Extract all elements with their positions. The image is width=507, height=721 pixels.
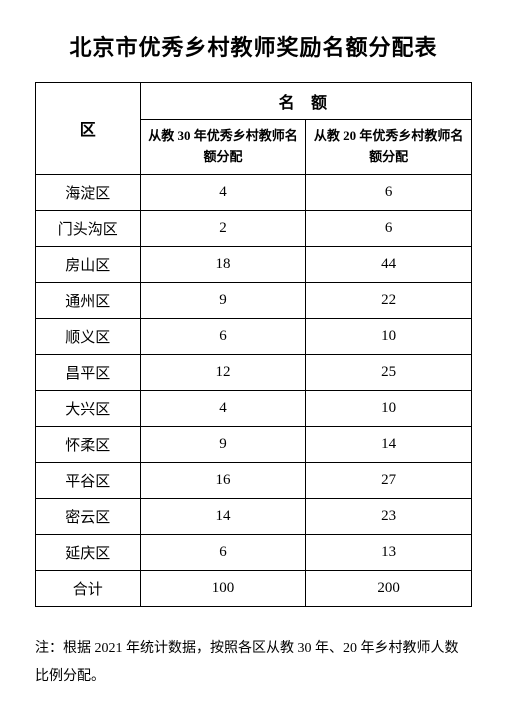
cell-20yr: 23 [306, 498, 472, 534]
cell-20yr: 10 [306, 390, 472, 426]
table-row: 密云区1423 [36, 498, 472, 534]
table-row: 通州区922 [36, 282, 472, 318]
cell-20yr: 44 [306, 246, 472, 282]
cell-district: 昌平区 [36, 354, 141, 390]
cell-30yr: 100 [140, 570, 306, 606]
cell-20yr: 27 [306, 462, 472, 498]
cell-30yr: 12 [140, 354, 306, 390]
cell-30yr: 6 [140, 318, 306, 354]
table-row: 门头沟区26 [36, 210, 472, 246]
cell-30yr: 18 [140, 246, 306, 282]
cell-district: 通州区 [36, 282, 141, 318]
cell-20yr: 6 [306, 210, 472, 246]
subheader-30yr: 从教 30 年优秀乡村教师名额分配 [140, 120, 306, 175]
cell-district: 密云区 [36, 498, 141, 534]
footnote: 注：根据 2021 年统计数据，按照各区从教 30 年、20 年乡村教师人数比例… [35, 635, 472, 691]
cell-district: 合计 [36, 570, 141, 606]
cell-district: 大兴区 [36, 390, 141, 426]
table-row: 房山区1844 [36, 246, 472, 282]
cell-30yr: 9 [140, 426, 306, 462]
table-row: 延庆区613 [36, 534, 472, 570]
cell-30yr: 9 [140, 282, 306, 318]
cell-20yr: 22 [306, 282, 472, 318]
table-row: 顺义区610 [36, 318, 472, 354]
cell-district: 门头沟区 [36, 210, 141, 246]
cell-district: 延庆区 [36, 534, 141, 570]
table-row: 大兴区410 [36, 390, 472, 426]
page-title: 北京市优秀乡村教师奖励名额分配表 [35, 30, 472, 62]
cell-20yr: 13 [306, 534, 472, 570]
subheader-20yr: 从教 20 年优秀乡村教师名额分配 [306, 120, 472, 175]
cell-district: 顺义区 [36, 318, 141, 354]
cell-30yr: 4 [140, 174, 306, 210]
table-row: 怀柔区914 [36, 426, 472, 462]
cell-district: 房山区 [36, 246, 141, 282]
cell-30yr: 6 [140, 534, 306, 570]
table-row: 平谷区1627 [36, 462, 472, 498]
table-row: 昌平区1225 [36, 354, 472, 390]
table-row: 海淀区46 [36, 174, 472, 210]
table-row: 合计100200 [36, 570, 472, 606]
header-quota: 名 额 [140, 83, 471, 120]
cell-30yr: 14 [140, 498, 306, 534]
cell-20yr: 6 [306, 174, 472, 210]
cell-20yr: 25 [306, 354, 472, 390]
allocation-table: 区 名 额 从教 30 年优秀乡村教师名额分配 从教 20 年优秀乡村教师名额分… [35, 82, 472, 607]
cell-20yr: 14 [306, 426, 472, 462]
cell-district: 怀柔区 [36, 426, 141, 462]
cell-30yr: 2 [140, 210, 306, 246]
cell-district: 海淀区 [36, 174, 141, 210]
cell-district: 平谷区 [36, 462, 141, 498]
cell-20yr: 10 [306, 318, 472, 354]
cell-20yr: 200 [306, 570, 472, 606]
header-district: 区 [36, 83, 141, 175]
cell-30yr: 16 [140, 462, 306, 498]
cell-30yr: 4 [140, 390, 306, 426]
